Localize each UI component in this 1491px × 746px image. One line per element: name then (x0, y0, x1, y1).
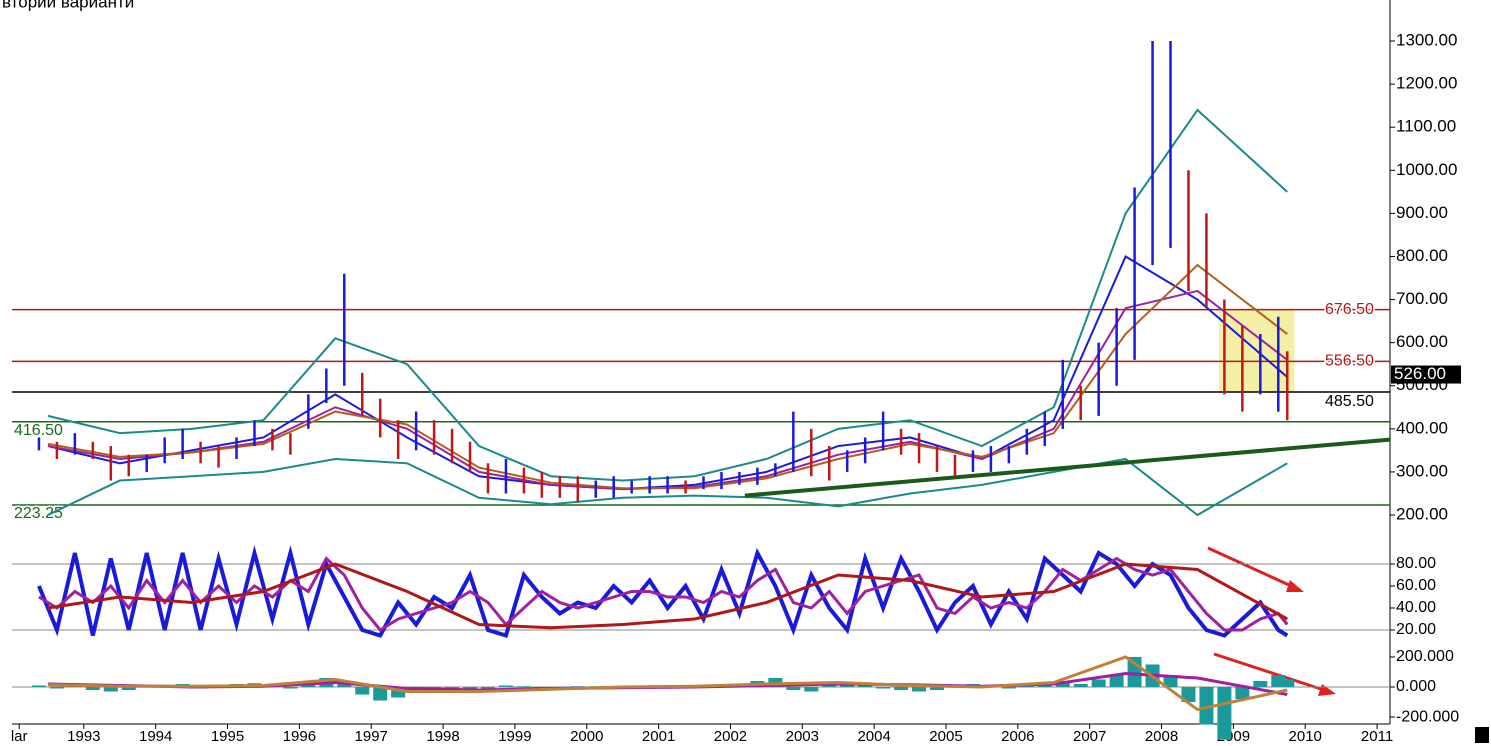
x-tick-label: lar (11, 728, 28, 745)
histogram-bar (498, 685, 513, 687)
y-tick-label: 200.00 (1396, 504, 1448, 523)
x-tick-label: 2006 (1001, 728, 1034, 745)
x-tick-label: 2008 (1145, 728, 1178, 745)
x-tick-label: 2002 (714, 728, 747, 745)
histogram-bar (516, 686, 531, 687)
y-tick-label: 600.00 (1396, 332, 1448, 351)
x-tick-label: 1994 (139, 728, 172, 745)
line (47, 108, 1288, 482)
y-tick-label: 200.000 (1396, 648, 1454, 665)
line (38, 556, 1289, 632)
histogram-bar (1109, 674, 1124, 687)
y-tick-label: 1200.00 (1396, 74, 1457, 93)
header-text: вторий варианти (2, 0, 134, 11)
histogram-bar (822, 685, 837, 687)
x-tick-label: 2003 (786, 728, 819, 745)
level-label: 485.50 (1325, 393, 1374, 410)
x-tick-label: 2004 (857, 728, 890, 745)
y-tick-label: 1300.00 (1396, 31, 1457, 50)
level-label: 416.50 (14, 422, 63, 439)
y-tick-label: 80.00 (1396, 555, 1436, 572)
x-tick-label: 1999 (498, 728, 531, 745)
y-tick-label: 40.00 (1396, 599, 1436, 616)
histogram-bar (283, 687, 298, 689)
y-tick-label: 700.00 (1396, 289, 1448, 308)
x-tick-label: 1998 (426, 728, 459, 745)
x-tick-label: 1996 (283, 728, 316, 745)
arrow-head (1286, 580, 1304, 592)
x-tick-label: 2005 (929, 728, 962, 745)
y-tick-label: 0.000 (1396, 678, 1436, 695)
arrow (1213, 652, 1331, 694)
histogram-bar (1199, 687, 1214, 725)
histogram-bar (1253, 680, 1268, 687)
corner-box (1475, 727, 1489, 743)
line (47, 255, 1288, 491)
histogram-bar (1001, 687, 1016, 689)
y-tick-label: 20.00 (1396, 621, 1436, 638)
line (47, 289, 1288, 491)
histogram-bar (103, 687, 118, 692)
histogram-bar (85, 687, 100, 691)
y-tick-label: 900.00 (1396, 203, 1448, 222)
arrow (1207, 546, 1301, 592)
histogram-bar (355, 687, 370, 695)
histogram-bar (894, 687, 909, 691)
histogram-bar (1217, 687, 1232, 740)
line (47, 457, 1288, 517)
histogram-bar (1091, 679, 1106, 687)
histogram-bar (121, 687, 136, 691)
x-tick-label: 1995 (211, 728, 244, 745)
histogram-bar (1235, 687, 1250, 700)
x-tick-label: 2000 (570, 728, 603, 745)
x-tick-label: 2001 (642, 728, 675, 745)
histogram-bar (391, 687, 406, 698)
level-label: 556.50 (1325, 353, 1374, 370)
histogram-bar (1280, 679, 1295, 687)
histogram-bar (912, 687, 927, 692)
histogram-bar (786, 687, 801, 691)
x-tick-label: 2007 (1073, 728, 1106, 745)
current-box (1391, 365, 1461, 384)
histogram-bar (570, 686, 585, 687)
histogram-bar (876, 687, 891, 689)
level-label: 676.50 (1325, 301, 1374, 318)
y-tick-label: 800.00 (1396, 246, 1448, 265)
current-label: 526.00 (1394, 364, 1446, 383)
histogram-bar (480, 687, 495, 689)
histogram-bar (31, 685, 46, 687)
histogram-bar (804, 687, 819, 692)
x-tick-label: 1997 (355, 728, 388, 745)
x-tick-label: 1993 (67, 728, 100, 745)
line (744, 437, 1391, 498)
x-tick-label: 2011 (1361, 728, 1393, 745)
y-tick-label: 60.00 (1396, 577, 1436, 594)
histogram-bar (373, 687, 388, 701)
level-label: 223.25 (14, 505, 63, 522)
histogram-bar (930, 687, 945, 691)
arrow-head (1318, 684, 1336, 696)
y-tick-label: 1000.00 (1396, 160, 1457, 179)
line (47, 263, 1288, 490)
y-tick-label: 300.00 (1396, 461, 1448, 480)
line (47, 562, 1288, 630)
y-tick-label: 1100.00 (1396, 117, 1456, 136)
line (47, 655, 1288, 712)
histogram-bar (1181, 687, 1196, 703)
y-tick-label: 400.00 (1396, 418, 1448, 437)
histogram-bar (1073, 683, 1088, 687)
histogram-bar (49, 687, 64, 689)
y-tick-label: -200.000 (1396, 708, 1459, 725)
x-tick-label: 2010 (1289, 728, 1322, 745)
